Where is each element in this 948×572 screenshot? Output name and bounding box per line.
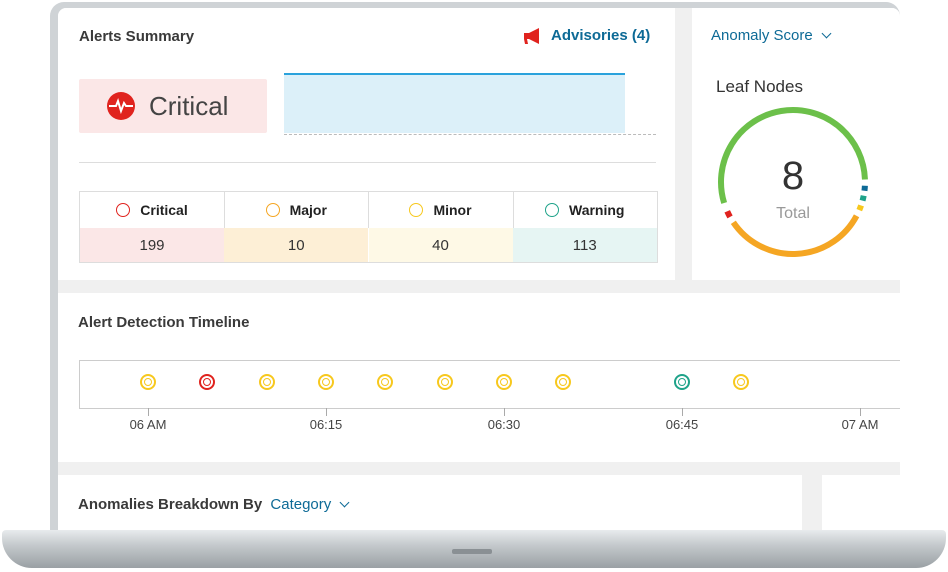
- timeline-tick: [682, 408, 683, 416]
- timeline-tick-label: 06:15: [309, 417, 343, 432]
- warning-pulse-icon: [545, 203, 559, 217]
- gauge-segment-minor: [856, 204, 864, 212]
- minor-alert-event-icon[interactable]: [436, 374, 453, 390]
- severity-label: Warning: [569, 202, 625, 218]
- gauge-total-value: 8: [781, 154, 805, 198]
- severity-header-minor: Minor: [369, 192, 514, 228]
- advisories-label: Advisories (4): [551, 27, 651, 44]
- timeline-tick: [326, 408, 327, 416]
- minor-pulse-icon: [409, 203, 424, 217]
- current-severity-label: Critical: [149, 90, 229, 121]
- severity-header-critical: Critical: [80, 192, 225, 228]
- category-label: Category: [270, 496, 332, 513]
- gauge-segment-major: [730, 214, 860, 257]
- anomaly-score-dropdown[interactable]: Anomaly Score: [711, 27, 832, 44]
- timeline-tick: [148, 408, 149, 416]
- timeline-title: Alert Detection Timeline: [78, 314, 250, 331]
- severity-trend-chart: [284, 73, 625, 133]
- critical-pulse-icon: [107, 92, 135, 120]
- critical-pulse-icon: [116, 203, 131, 217]
- minor-alert-event-icon[interactable]: [258, 374, 275, 390]
- advisories-link[interactable]: Advisories (4): [523, 27, 650, 44]
- timeline-tick: [504, 408, 505, 416]
- breakdown-header: Anomalies Breakdown By Category: [78, 496, 350, 513]
- severity-header-major: Major: [224, 192, 370, 228]
- divider: [79, 162, 656, 163]
- anomalies-breakdown-panel: Anomalies Breakdown By Category: [58, 475, 802, 530]
- minor-alert-event-icon[interactable]: [377, 374, 394, 390]
- severity-count-critical[interactable]: 199: [80, 228, 224, 262]
- severity-header-warning: Warning: [513, 192, 657, 228]
- minor-alert-event-icon[interactable]: [733, 374, 750, 390]
- severity-table: Critical 199 Major 10 Minor 40 Warning 113: [79, 191, 658, 263]
- gauge-segment-warning: [859, 195, 867, 202]
- trend-baseline: [284, 134, 656, 135]
- timeline-tick-label: 07 AM: [841, 417, 879, 432]
- timeline-tick-label: 06:30: [487, 417, 521, 432]
- megaphone-icon: [524, 27, 539, 44]
- critical-alert-event-icon[interactable]: [199, 374, 216, 390]
- timeline-tick-label: 06 AM: [129, 417, 167, 432]
- major-pulse-icon: [265, 203, 280, 217]
- anomaly-gauge: [718, 107, 868, 257]
- severity-count-major[interactable]: 10: [224, 228, 369, 262]
- timeline-marks: 06 AM 06:15 06:30 06:45 07 AM: [58, 8, 900, 530]
- laptop-screen: Alerts Summary Advisories (4) Critical C…: [58, 8, 900, 530]
- minor-alert-event-icon[interactable]: [496, 374, 512, 390]
- warning-alert-event-icon[interactable]: [674, 374, 690, 390]
- minor-alert-event-icon[interactable]: [318, 374, 334, 390]
- gauge-total-label: Total: [776, 205, 810, 222]
- breakdown-title: Anomalies Breakdown By: [78, 496, 263, 513]
- timeline-tick: [860, 408, 861, 416]
- chevron-down-icon: [339, 497, 350, 508]
- side-panel: [822, 475, 900, 530]
- minor-alert-event-icon[interactable]: [555, 374, 572, 390]
- timeline-track: [79, 360, 900, 409]
- timeline-tick-label: 06:45: [665, 417, 699, 432]
- severity-label: Critical: [140, 202, 188, 218]
- leaf-nodes-heading: Leaf Nodes: [716, 77, 803, 96]
- severity-count-minor[interactable]: 40: [368, 228, 513, 262]
- severity-count-warning[interactable]: 113: [512, 228, 657, 262]
- anomaly-score-label: Anomaly Score: [711, 27, 813, 44]
- anomaly-score-panel: Anomaly Score Leaf Nodes 8 Total: [692, 8, 900, 280]
- category-dropdown[interactable]: Category: [270, 496, 350, 513]
- severity-label: Minor: [433, 202, 472, 218]
- alerts-summary-title: Alerts Summary: [79, 28, 195, 45]
- alerts-summary-panel: Alerts Summary Advisories (4) Critical C…: [58, 8, 675, 280]
- severity-label: Major: [289, 202, 327, 218]
- gauge-segment-healthy: [718, 107, 868, 204]
- minor-alert-event-icon[interactable]: [140, 374, 156, 390]
- gauge-segment-critical: [724, 210, 733, 219]
- current-severity-badge: Critical: [79, 79, 267, 133]
- laptop-notch: [452, 549, 492, 554]
